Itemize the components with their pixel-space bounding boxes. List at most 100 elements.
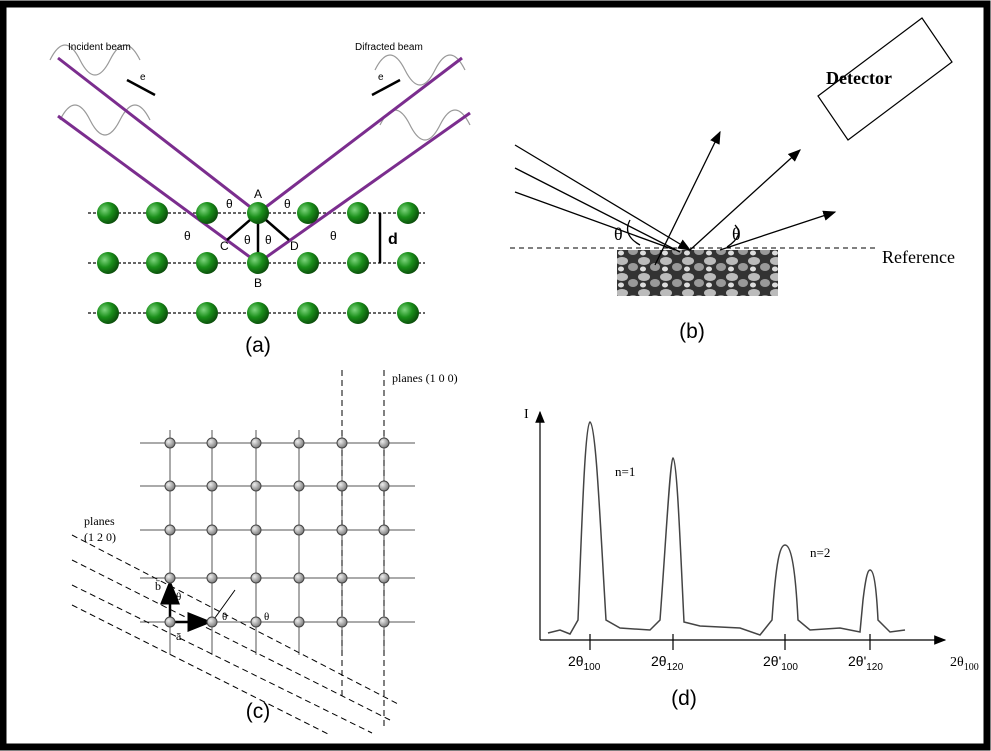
atom: [347, 202, 369, 224]
atom: [347, 302, 369, 324]
theta: θ: [614, 224, 623, 244]
label: 120: [866, 662, 883, 673]
atom: [97, 252, 119, 274]
label: B: [254, 276, 262, 290]
theta: θ: [284, 197, 291, 211]
atom: [347, 252, 369, 274]
theta: θ: [222, 611, 227, 623]
label: D: [290, 239, 299, 253]
lattice-node: [337, 438, 347, 448]
label: 100: [584, 662, 601, 673]
lattice-node: [379, 617, 389, 627]
atom: [397, 302, 419, 324]
lattice-node: [207, 525, 217, 535]
lattice-node: [207, 438, 217, 448]
caption: (d): [671, 687, 697, 710]
lattice-node: [379, 481, 389, 491]
beams: [58, 58, 470, 263]
label: 100: [964, 662, 979, 673]
lattice-node: [251, 481, 261, 491]
atom: [196, 202, 218, 224]
panel-d: I n=1 n=2 2θ1002θ1202θ'1002θ'120 2θ100 (…: [524, 407, 979, 710]
lattice-node: [294, 573, 304, 583]
peak-label: 2θ'120: [848, 653, 883, 673]
panel-a: Incident beam Difracted beam e e A B C D…: [50, 42, 470, 357]
label: d: [388, 231, 398, 248]
peak-label: 2θ'100: [763, 653, 798, 673]
lattice-node: [337, 525, 347, 535]
label: 2θ': [763, 653, 781, 669]
lattice-node: [337, 481, 347, 491]
lattice-node: [207, 617, 217, 627]
peak-label: 2θ120: [651, 653, 684, 673]
construction: [127, 80, 400, 263]
lattice-node: [165, 573, 175, 583]
lattice-node: [294, 438, 304, 448]
label: n=2: [810, 545, 830, 560]
x-label: 2θ100: [950, 655, 979, 673]
label: planes (1 0 0): [392, 371, 458, 385]
theta: θ: [732, 224, 741, 244]
caption: (a): [245, 334, 271, 357]
label: (1 2 0): [84, 530, 116, 544]
lattice-node: [294, 617, 304, 627]
atom: [247, 202, 269, 224]
atom: [297, 302, 319, 324]
atom: [247, 252, 269, 274]
lattice-node: [379, 525, 389, 535]
theta: θ: [264, 611, 269, 623]
label: I: [524, 407, 529, 422]
label: C: [220, 239, 229, 253]
pattern-curve: [548, 422, 905, 635]
label: Reference: [882, 247, 955, 267]
panel-c: planes (1 0 0) planes (1 2 0) b̄ ā θ θ θ…: [72, 370, 458, 735]
label: A: [254, 187, 262, 201]
lattice-node: [251, 573, 261, 583]
theta: θ: [265, 233, 272, 247]
label: ā: [176, 629, 182, 643]
atom: [297, 252, 319, 274]
atom: [196, 302, 218, 324]
lattice-node: [337, 617, 347, 627]
caption: (b): [679, 320, 705, 343]
atom: [146, 302, 168, 324]
lattice-node: [165, 438, 175, 448]
atom: [297, 202, 319, 224]
atom: [146, 202, 168, 224]
label: e: [378, 72, 384, 83]
atom: [97, 202, 119, 224]
label: Detector: [826, 68, 892, 88]
theta: θ: [330, 229, 337, 243]
lattice-node: [251, 525, 261, 535]
lattice-node: [165, 481, 175, 491]
label: 120: [667, 662, 684, 673]
planes: [72, 370, 400, 735]
lattice-node: [337, 573, 347, 583]
atom: [247, 302, 269, 324]
theta: θ: [184, 229, 191, 243]
lattice-node: [207, 481, 217, 491]
sample: [617, 250, 778, 296]
lattice-node: [251, 617, 261, 627]
label: 2θ: [651, 653, 667, 669]
lattice-node: [165, 525, 175, 535]
lattice-node: [251, 438, 261, 448]
label: Difracted beam: [355, 42, 423, 53]
label: b̄: [155, 579, 161, 593]
rays: [515, 132, 835, 265]
lattice-node: [379, 573, 389, 583]
atom: [397, 202, 419, 224]
lattice-node: [379, 438, 389, 448]
lattice-node: [207, 573, 217, 583]
wave: [375, 55, 470, 140]
atom: [196, 252, 218, 274]
atom: [146, 252, 168, 274]
panel-b: Detector θ θ Reference (b): [510, 18, 955, 343]
label: Incident beam: [68, 42, 131, 53]
theta: θ: [226, 197, 233, 211]
lattice-node: [294, 525, 304, 535]
theta: θ: [176, 591, 181, 603]
atom: [397, 252, 419, 274]
label: 2θ: [568, 653, 584, 669]
lattice-node: [165, 617, 175, 627]
